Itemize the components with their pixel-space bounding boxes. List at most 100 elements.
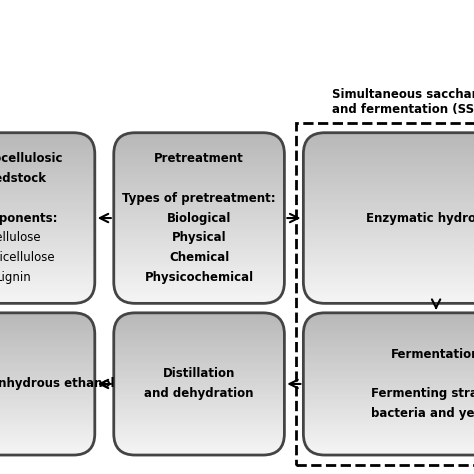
Bar [114,328,284,331]
Bar [0,444,95,446]
Bar [303,328,474,331]
Bar [114,340,284,343]
Bar [0,241,95,244]
Bar [303,147,474,150]
Bar [114,367,284,370]
Bar [114,268,284,271]
Bar [114,153,284,156]
Bar [0,301,95,303]
Bar [114,266,284,269]
Bar [0,393,95,396]
Bar [303,351,474,354]
Bar [114,445,284,448]
Bar [0,279,95,282]
Bar [303,221,474,225]
Bar [303,262,474,265]
Bar [303,157,474,161]
Bar [0,285,95,288]
Bar [114,433,284,436]
FancyBboxPatch shape [114,313,284,455]
Bar [0,204,95,208]
Bar [114,217,284,220]
Bar [303,258,474,261]
Bar [303,204,474,208]
Text: Physicochemical: Physicochemical [145,271,254,284]
Bar [0,408,95,410]
Bar [303,445,474,448]
Bar [114,419,284,421]
Bar [114,255,284,259]
Bar [114,224,284,227]
Bar [0,238,95,242]
Bar [303,264,474,267]
Bar [0,324,95,327]
Bar [114,149,284,152]
Bar [303,151,474,154]
Bar [0,155,95,158]
Bar [114,132,284,135]
Bar [114,404,284,407]
Bar [303,433,474,436]
Bar [303,408,474,410]
Bar [0,452,95,455]
Bar [303,360,474,363]
Bar [0,187,95,190]
Bar [114,388,284,391]
Bar [303,347,474,350]
Bar [114,360,284,363]
Bar [0,168,95,171]
Bar [303,395,474,398]
Text: Components:: Components: [0,211,58,225]
Bar [303,234,474,237]
Bar [303,243,474,246]
Bar [303,393,474,396]
Text: Hemicellulose: Hemicellulose [0,251,55,264]
Bar [303,406,474,409]
Bar [303,323,474,325]
Bar [0,283,95,286]
Bar [114,330,284,332]
Bar [114,211,284,214]
Bar [0,191,95,195]
Bar [303,173,474,175]
Bar [114,319,284,322]
Bar [303,388,474,391]
Bar [114,413,284,416]
Bar [0,381,95,384]
Bar [114,298,284,301]
Bar [0,385,95,388]
Bar [114,401,284,403]
Bar [0,331,95,334]
Bar [0,450,95,453]
Bar [0,411,95,414]
Bar [303,138,474,141]
Bar [114,292,284,295]
Bar [303,268,474,271]
Bar [0,287,95,291]
Bar [114,450,284,453]
Bar [114,294,284,297]
Bar [303,202,474,205]
Bar [303,200,474,203]
Bar [303,155,474,158]
Bar [0,264,95,267]
Text: and dehydration: and dehydration [144,387,254,401]
Bar [303,136,474,139]
Bar [0,438,95,441]
Bar [0,198,95,201]
Bar [303,271,474,273]
Bar [303,247,474,250]
Bar [303,353,474,356]
Bar [114,347,284,350]
Bar [303,245,474,248]
Bar [303,321,474,324]
Bar [0,417,95,419]
Bar [0,234,95,237]
Bar [114,147,284,150]
Bar [114,260,284,263]
Bar [114,349,284,352]
Bar [114,410,284,412]
Bar [0,194,95,197]
Bar [114,440,284,443]
Bar [303,181,474,184]
